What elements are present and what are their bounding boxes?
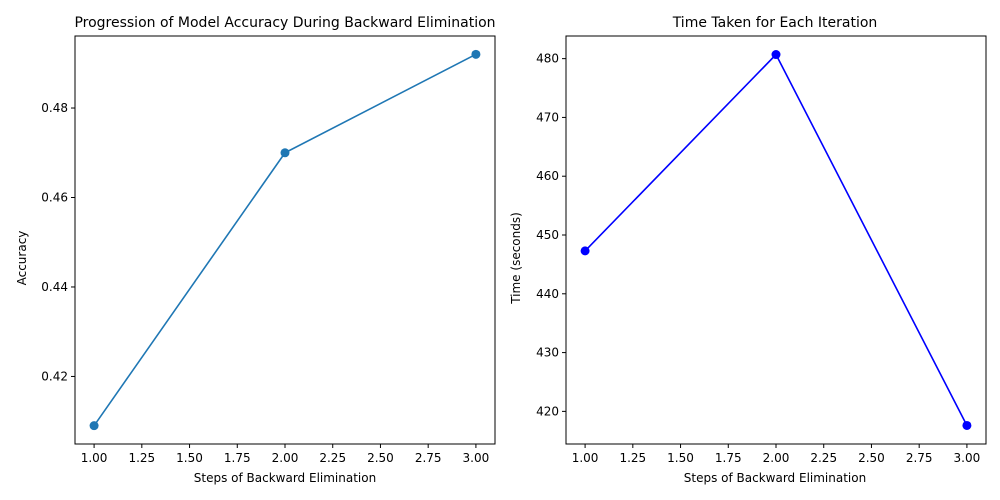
accuracy-data-point [280, 148, 290, 158]
accuracy-x-tick-label: 1.25 [128, 451, 155, 465]
accuracy-y-tick-label: 0.48 [41, 101, 68, 115]
time-data-point [771, 50, 781, 60]
time-chart-title: Time Taken for Each Iteration [672, 15, 878, 31]
time-x-tick-label: 1.50 [667, 451, 694, 465]
time-x-tick-label: 1.00 [572, 451, 599, 465]
time-y-tick-label: 480 [536, 52, 559, 66]
accuracy-x-tick-label: 2.75 [415, 451, 442, 465]
time-data-point [580, 246, 590, 256]
time-y-tick-label: 450 [536, 228, 559, 242]
time-plot-area: 1.00 1.25 1.50 1.75 2.00 2.25 2.50 2.75 3.00 420 4… [536, 35, 987, 465]
time-y-tick-label: 460 [536, 169, 559, 183]
time-y-tick-label: 430 [536, 346, 559, 360]
accuracy-plot-area: 1.00 1.25 1.50 1.75 2.00 2.25 2.50 2.75 3.00 0.42… [41, 35, 496, 465]
accuracy-data-point [89, 421, 99, 431]
accuracy-x-tick-label: 2.50 [367, 451, 394, 465]
accuracy-y-tick-label: 0.42 [41, 369, 68, 383]
accuracy-x-tick-label: 2.00 [272, 451, 299, 465]
accuracy-chart-title: Progression of Model Accuracy During Bac… [74, 15, 495, 31]
time-x-tick-label: 3.00 [954, 451, 981, 465]
time-series-line [584, 53, 968, 426]
time-y-tick-label: 440 [536, 287, 559, 301]
accuracy-y-tick-label: 0.46 [41, 191, 68, 205]
accuracy-x-tick-label: 1.50 [176, 451, 203, 465]
time-chart: Time Taken for Each Iteration 1.00 1.25 1.… [509, 15, 987, 485]
time-x-tick-label: 1.75 [715, 451, 742, 465]
accuracy-x-tick-label: 1.75 [224, 451, 251, 465]
time-y-tick-label: 470 [536, 110, 559, 124]
accuracy-x-tick-label: 1.00 [81, 451, 108, 465]
time-x-tick-label: 2.75 [906, 451, 933, 465]
time-y-axis-label: Time (seconds) [509, 212, 523, 305]
accuracy-x-tick-label: 2.25 [319, 451, 346, 465]
time-x-tick-label: 1.25 [619, 451, 646, 465]
accuracy-y-tick-label: 0.44 [41, 280, 68, 294]
time-x-tick-label: 2.00 [763, 451, 790, 465]
time-data-point [962, 420, 972, 430]
accuracy-chart: Progression of Model Accuracy During Bac… [15, 15, 496, 485]
time-x-axis-label: Steps of Backward Elimination [684, 471, 866, 485]
time-x-tick-label: 2.50 [858, 451, 885, 465]
accuracy-axes-frame [74, 35, 496, 445]
time-x-tick-label: 2.25 [810, 451, 837, 465]
time-y-tick-label: 420 [536, 404, 559, 418]
accuracy-x-tick-label: 3.00 [463, 451, 490, 465]
accuracy-series-line [93, 53, 477, 427]
accuracy-y-axis-label: Accuracy [15, 231, 29, 286]
accuracy-data-point [471, 49, 481, 59]
time-axes-frame [565, 35, 987, 445]
accuracy-x-axis-label: Steps of Backward Elimination [194, 471, 376, 485]
